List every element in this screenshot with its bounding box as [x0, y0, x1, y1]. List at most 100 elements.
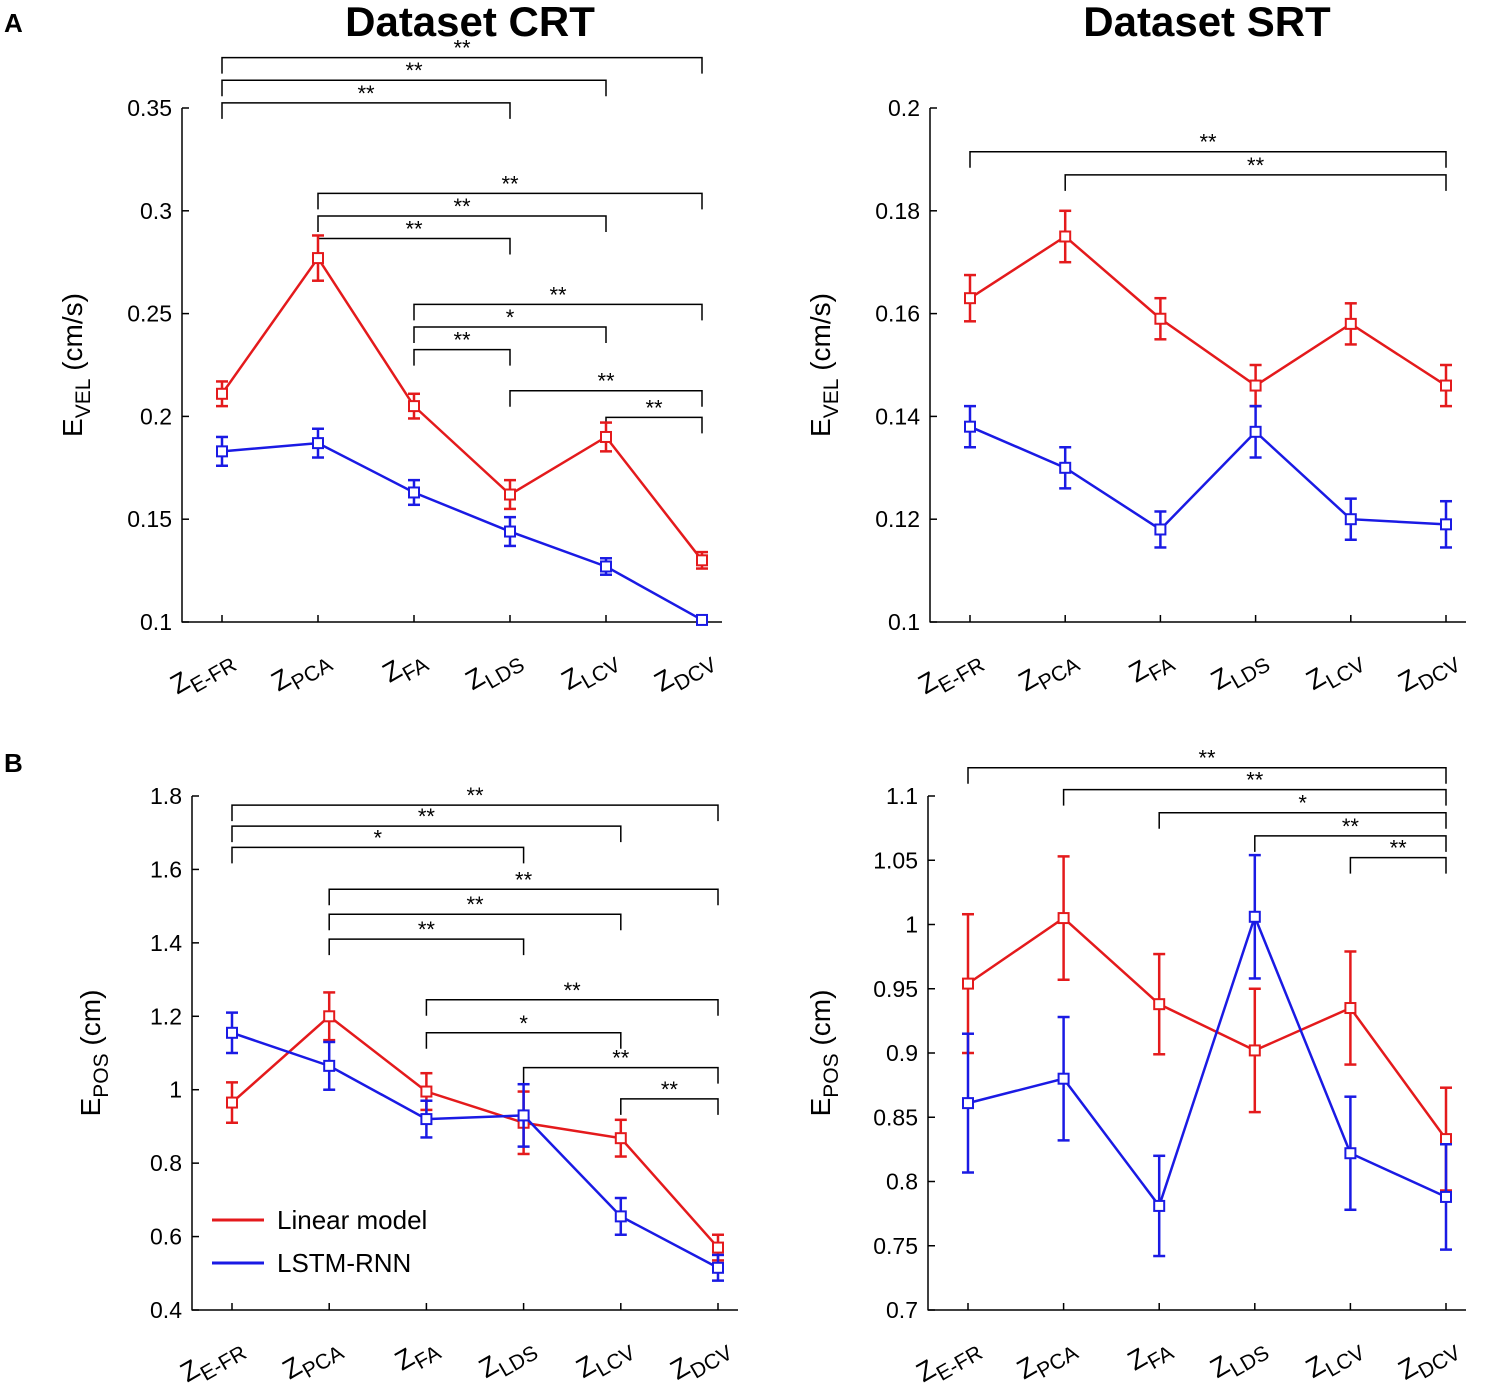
data-point: [226, 1096, 238, 1109]
y-axis-label: EPOS (cm): [75, 990, 113, 1117]
significance-label: **: [1246, 768, 1264, 793]
y-tick-label: 0.75: [873, 1233, 918, 1259]
legend-label-lstm: LSTM-RNN: [277, 1248, 411, 1278]
significance-label: *: [1298, 791, 1307, 816]
data-point: [216, 387, 228, 400]
significance-bracket: [1064, 174, 1447, 191]
significance-bracket: [425, 999, 719, 1016]
significance-label: **: [405, 58, 423, 83]
significance-label: **: [466, 783, 484, 808]
significance-label: **: [453, 36, 471, 61]
significance-bracket: [413, 326, 607, 343]
significance-bracket: [328, 913, 622, 931]
data-point: [323, 1010, 336, 1023]
data-point: [712, 1261, 724, 1274]
significance-label: *: [506, 305, 515, 330]
significance-label: **: [466, 892, 484, 917]
chart-a-srt: 0.1 0.12 0.14 0.16 0.18 0.2 ZE-FR ZPCA ZFA ZLDS ZL…: [805, 95, 1466, 706]
data-point: [1440, 1133, 1452, 1146]
y-tick-label: 0.12: [875, 506, 920, 532]
significance-bracket: [1158, 811, 1447, 829]
y-tick-label: 0.9: [886, 1040, 918, 1066]
y-tick-label: 1.2: [150, 1003, 182, 1029]
significance-label: **: [515, 867, 533, 892]
data-point: [614, 1132, 627, 1145]
y-tick-label: 0.35: [127, 95, 172, 121]
series-line-lstm: [969, 425, 1447, 532]
x-tick-label: ZE-FR: [911, 1329, 986, 1394]
x-tick-label: ZLDS: [1206, 641, 1274, 702]
significance-label: **: [1390, 836, 1408, 861]
significance-bracket: [413, 348, 511, 366]
significance-label: **: [418, 804, 436, 829]
data-point: [614, 1210, 627, 1223]
data-point: [504, 488, 516, 501]
data-point: [600, 430, 612, 443]
y-tick-label: 0.85: [873, 1104, 918, 1130]
significance-bracket: [425, 1032, 622, 1049]
chart-b-srt: 0.7 0.75 0.8 0.85 0.9 0.95 1 1.05 1.1 ZE-FR ZPCA ZF…: [805, 746, 1466, 1394]
significance-label: **: [1199, 130, 1217, 155]
y-axis-label: EVEL (cm/s): [57, 293, 95, 437]
x-tick-label: ZLDS: [1205, 1329, 1273, 1390]
y-tick-label: 1.6: [150, 856, 182, 882]
x-tick-label: ZPCA: [1014, 641, 1084, 703]
series-line-linear: [969, 234, 1447, 388]
significance-bracket: [231, 825, 622, 843]
data-point: [696, 554, 708, 567]
y-tick-label: 1: [169, 1077, 182, 1103]
data-point: [323, 1059, 336, 1072]
x-tick-label: ZFA: [390, 1329, 445, 1382]
data-point: [1440, 518, 1452, 531]
y-tick-label: 0.2: [888, 95, 920, 121]
x-tick-label: ZLCV: [556, 641, 624, 702]
significance-bracket: [1062, 788, 1447, 806]
significance-bracket: [969, 150, 1447, 168]
data-point: [504, 525, 516, 538]
significance-bracket: [231, 846, 525, 864]
series-line-lstm: [221, 441, 703, 622]
y-tick-label: 0.1: [140, 609, 172, 635]
y-tick-label: 0.18: [875, 198, 920, 224]
significance-label: **: [357, 81, 375, 106]
data-point: [1344, 1147, 1357, 1160]
column-title-srt: Dataset SRT: [1083, 0, 1331, 45]
data-point: [420, 1085, 433, 1098]
significance-label: **: [453, 328, 471, 353]
y-tick-label: 1: [905, 912, 918, 938]
significance-bracket: [317, 215, 607, 232]
significance-label: **: [405, 217, 423, 242]
data-point: [696, 613, 708, 626]
significance-bracket: [522, 1066, 719, 1084]
significance-label: **: [418, 917, 436, 942]
x-tick-label: ZFA: [1123, 1329, 1178, 1382]
data-point: [962, 1097, 974, 1110]
panel-label-a: A: [4, 8, 23, 38]
y-tick-label: 0.3: [140, 198, 172, 224]
data-point: [408, 486, 420, 499]
data-point: [1248, 910, 1261, 923]
x-tick-label: ZDCV: [649, 641, 720, 703]
significance-bracket: [221, 79, 607, 97]
data-point: [420, 1113, 433, 1126]
x-tick-label: ZFA: [1124, 641, 1179, 694]
data-point: [1153, 1199, 1166, 1212]
data-point: [1154, 312, 1167, 325]
chart-b-crt: 0.4 0.6 0.8 1 1.2 1.4 1.6 1.8 ZE-FR ZPCA ZFA ZLDS ZL…: [75, 783, 738, 1394]
series-line-linear: [231, 1014, 719, 1249]
significance-bracket: [221, 102, 511, 119]
y-tick-label: 0.7: [886, 1297, 918, 1323]
y-tick-label: 0.8: [886, 1169, 918, 1195]
data-point: [1057, 912, 1070, 925]
x-tick-label: ZLCV: [1301, 1329, 1369, 1390]
data-point: [1440, 379, 1452, 392]
x-tick-label: ZLDS: [460, 641, 528, 702]
data-point: [1154, 523, 1167, 536]
data-point: [1153, 998, 1166, 1011]
significance-bracket: [967, 766, 1447, 784]
data-point: [1249, 379, 1262, 392]
data-point: [964, 292, 976, 305]
y-tick-label: 0.4: [150, 1297, 182, 1323]
y-tick-label: 1.05: [873, 847, 918, 873]
